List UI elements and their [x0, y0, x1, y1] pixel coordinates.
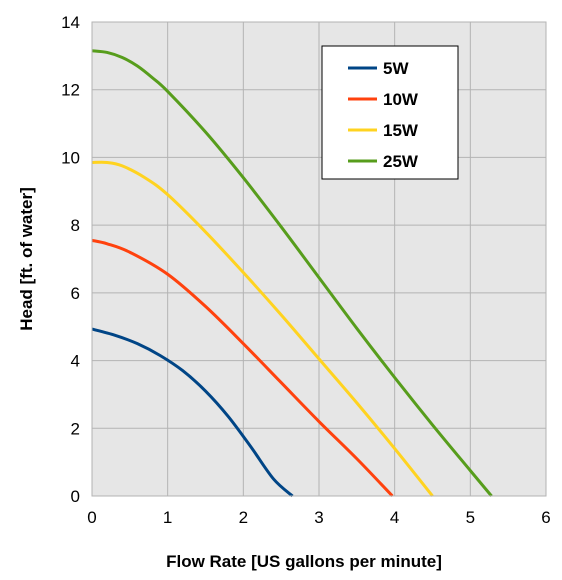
y-tick-label: 10: [61, 148, 80, 167]
legend-label-25w: 25W: [383, 152, 419, 171]
y-tick-label: 2: [71, 419, 80, 438]
series-line-15w: [91, 160, 434, 497]
y-tick-labels: 0 2 4 6 8 10 12 14: [61, 13, 80, 506]
x-tick-label: 4: [390, 508, 399, 527]
series-line-25w: [91, 49, 493, 497]
legend-label-5w: 5W: [383, 59, 409, 78]
x-tick-label: 5: [466, 508, 475, 527]
x-tick-label: 0: [87, 508, 96, 527]
x-tick-label: 1: [163, 508, 172, 527]
series-line-5w: [91, 327, 294, 498]
y-tick-label: 6: [71, 284, 80, 303]
x-tick-label: 3: [314, 508, 323, 527]
legend-label-10w: 10W: [383, 90, 419, 109]
x-tick-label: 6: [541, 508, 550, 527]
x-tick-labels: 0 1 2 3 4 5 6: [87, 508, 550, 527]
x-axis-title: Flow Rate [US gallons per minute]: [166, 552, 442, 571]
series-line-10w: [91, 238, 394, 498]
x-tick-label: 2: [239, 508, 248, 527]
y-tick-label: 4: [71, 352, 80, 371]
legend: 5W 10W 15W 25W: [321, 45, 459, 180]
plot-area-frame: [91, 21, 547, 497]
legend-label-15w: 15W: [383, 121, 419, 140]
y-tick-label: 12: [61, 81, 80, 100]
legend-box: [321, 45, 459, 180]
y-tick-label: 8: [71, 216, 80, 235]
y-tick-label: 0: [71, 487, 80, 506]
y-axis-title: Head [ft. of water]: [17, 187, 36, 331]
y-tick-label: 14: [61, 13, 80, 32]
series-lines: [91, 49, 493, 498]
